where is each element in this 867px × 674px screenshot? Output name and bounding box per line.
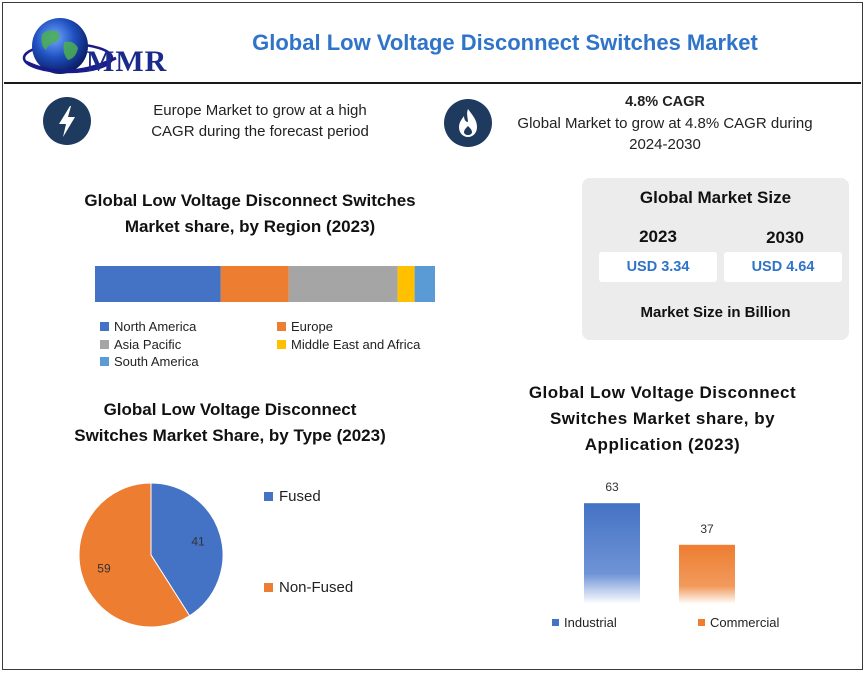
type-pie-chart: 41 59: [78, 482, 224, 628]
legend-asia-pacific: Asia Pacific: [100, 337, 181, 352]
lightning-bolt-icon: [43, 97, 91, 145]
legend-fused: Fused: [264, 488, 321, 505]
region-stacked-bar: [95, 266, 435, 302]
legend-label: Fused: [279, 488, 321, 505]
value-2023: USD 3.34: [599, 252, 717, 282]
application-title-line1: Global Low Voltage Disconnect: [528, 383, 797, 402]
region-title-line1: Global Low Voltage Disconnect Switches: [84, 191, 416, 210]
legend-label: North America: [114, 319, 197, 334]
europe-highlight: Europe Market to grow at a high CAGR dur…: [120, 100, 400, 142]
market-size-unit: Market Size in Billion: [640, 304, 791, 321]
globe-icon: [22, 18, 117, 74]
page-title: Global Low Voltage Disconnect Switches M…: [252, 30, 758, 55]
year-2023: 2023: [639, 227, 677, 246]
region-bar-segment-asia-pacific: [288, 266, 398, 302]
cagr-highlight: 4.8% CAGR Global Market to grow at 4.8% …: [498, 92, 832, 155]
legend-label: Non-Fused: [279, 579, 354, 596]
legend-north-america: North America: [100, 319, 196, 334]
legend-label: Asia Pacific: [114, 337, 182, 352]
pie-label-fused: 41: [191, 534, 205, 548]
legend-label: Commercial: [710, 615, 780, 630]
cagr-line1: Global Market to grow at 4.8% CAGR durin…: [517, 115, 813, 132]
mmr-logo: MMR: [12, 12, 182, 82]
legend-non-fused: Non-Fused: [264, 579, 353, 596]
pie-slice-non-fused: [78, 482, 191, 628]
legend-swatch: [698, 619, 705, 626]
region-bar-segment-north-america: [95, 266, 221, 302]
legend-label: Industrial: [564, 615, 617, 630]
logo-text: MMR: [86, 45, 168, 78]
bar-industrial: [584, 503, 640, 604]
legend-label: South America: [114, 354, 199, 369]
market-size-panel: Global Market Size 2023 2030 USD 3.34 US…: [582, 178, 849, 340]
legend-industrial: Industrial: [552, 615, 617, 630]
application-chart-title: Global Low Voltage Disconnect Switches M…: [495, 380, 830, 458]
application-title-line3: Application (2023): [584, 435, 741, 454]
region-title-line2: Market share, by Region (2023): [124, 217, 376, 236]
legend-swatch: [100, 322, 109, 331]
legend-label: Europe: [291, 319, 333, 334]
legend-south-america: South America: [100, 354, 199, 369]
legend-swatch: [264, 583, 273, 592]
legend-swatch: [100, 340, 109, 349]
value-2030: USD 4.64: [724, 252, 842, 282]
region-legend: North America Europe Asia Pacific Middle…: [100, 319, 440, 371]
market-size-title: Global Market Size: [639, 188, 792, 207]
bar-label-commercial: 37: [700, 522, 714, 536]
bar-commercial: [679, 544, 735, 604]
legend-swatch: [100, 357, 109, 366]
europe-highlight-line1: Europe Market to grow at a high: [153, 102, 367, 119]
type-chart-title: Global Low Voltage Disconnect Switches M…: [45, 397, 415, 449]
year-2030: 2030: [766, 228, 804, 247]
region-bar-segment-middle-east-and-africa: [397, 266, 415, 302]
legend-swatch: [552, 619, 559, 626]
legend-europe: Europe: [277, 319, 333, 334]
application-bar-chart: 63 37: [584, 480, 735, 604]
application-title-line2: Switches Market share, by: [549, 409, 776, 428]
header-divider: [4, 82, 861, 84]
pie-label-non-fused: 59: [97, 562, 111, 576]
europe-highlight-line2: CAGR during the forecast period: [151, 123, 369, 140]
region-bar-segment-europe: [220, 266, 289, 302]
legend-label: Middle East and Africa: [291, 337, 421, 352]
flame-icon: [444, 99, 492, 147]
region-bar-segment-south-america: [414, 266, 435, 302]
type-title-line2: Switches Market Share, by Type (2023): [74, 426, 386, 445]
cagr-heading: 4.8% CAGR: [625, 94, 705, 110]
legend-mea: Middle East and Africa: [277, 337, 420, 352]
legend-commercial: Commercial: [698, 615, 779, 630]
legend-swatch: [277, 340, 286, 349]
region-chart-title: Global Low Voltage Disconnect Switches M…: [55, 188, 445, 240]
type-title-line1: Global Low Voltage Disconnect: [103, 400, 357, 419]
bar-label-industrial: 63: [605, 480, 619, 494]
legend-swatch: [277, 322, 286, 331]
cagr-line2: 2024-2030: [629, 136, 701, 153]
legend-swatch: [264, 492, 273, 501]
